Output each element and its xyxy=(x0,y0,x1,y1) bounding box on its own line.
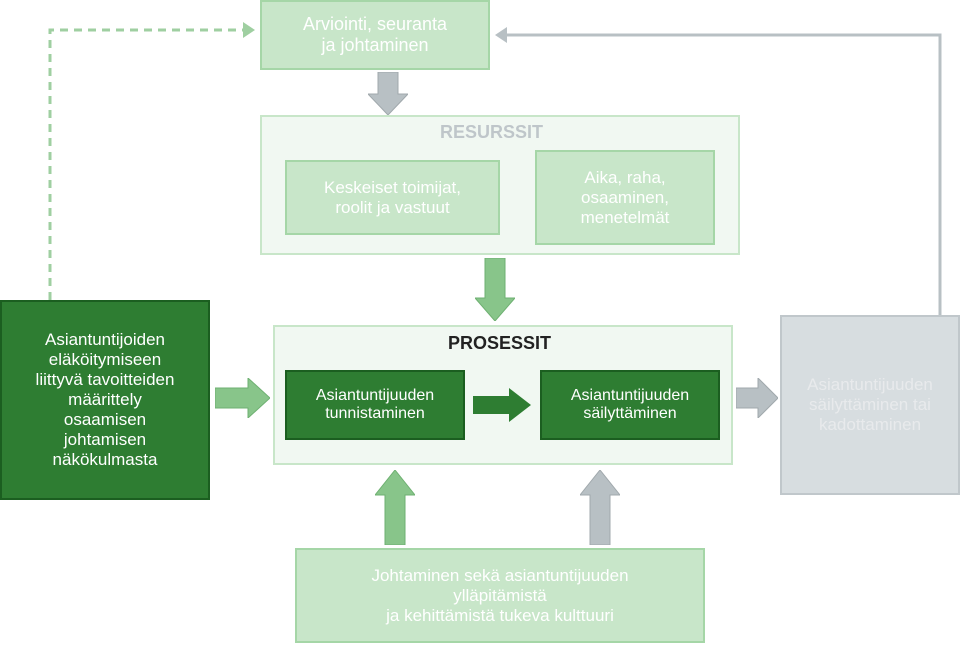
resurssit-right-box: Aika, raha, osaaminen, menetelmät xyxy=(535,150,715,245)
arrow-bottom-up-2 xyxy=(580,470,620,545)
prosessit-right-box: Asiantuntijuuden säilyttäminen xyxy=(540,370,720,440)
prosessit-label: PROSESSIT xyxy=(448,333,551,354)
prosessit-left-box: Asiantuntijuuden tunnistaminen xyxy=(285,370,465,440)
arrow-pros-inner xyxy=(473,388,531,422)
right-outcome-box: Asiantuntijuuden säilyttäminen tai kadot… xyxy=(780,315,960,495)
arrow-top-down xyxy=(368,72,408,115)
arrow-left-to-pros xyxy=(215,378,270,418)
resurssit-left-box: Keskeiset toimijat, roolit ja vastuut xyxy=(285,160,500,235)
bottom-culture-box: Johtaminen sekä asiantuntijuuden ylläpit… xyxy=(295,548,705,643)
top-box: Arviointi, seuranta ja johtaminen xyxy=(260,0,490,70)
left-goals-box: Asiantuntijoiden eläköitymiseen liittyvä… xyxy=(0,300,210,500)
arrow-resurssit-down xyxy=(475,258,515,321)
arrow-pros-to-right xyxy=(736,378,778,418)
resurssit-label: RESURSSIT xyxy=(440,122,543,143)
arrow-bottom-up-1 xyxy=(375,470,415,545)
